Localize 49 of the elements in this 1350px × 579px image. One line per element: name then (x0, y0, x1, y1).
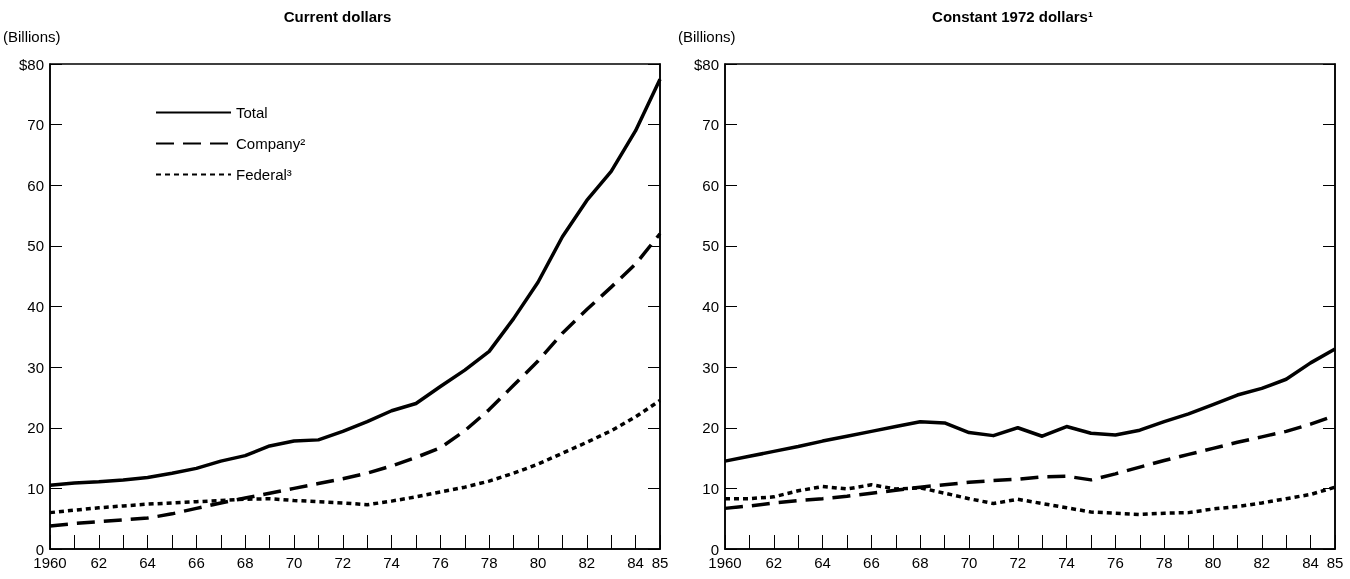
x-tick-label: 85 (651, 554, 669, 571)
x-tick-label: 78 (1155, 554, 1173, 571)
x-tick-label: 62 (765, 554, 783, 571)
x-tick-label: 62 (90, 554, 108, 571)
chart-title: Current dollars (283, 8, 392, 25)
legend-label: Total (236, 104, 268, 121)
y-tick-label: 70 (702, 116, 719, 134)
y-tick-label: 70 (27, 116, 44, 134)
chart-title: Constant 1972 dollars¹ (932, 8, 1093, 25)
y-axis-title: (Billions) (678, 28, 736, 45)
x-tick-label: 64 (139, 554, 156, 571)
x-tick-label: 74 (1058, 554, 1075, 571)
y-tick-label: $80 (693, 55, 719, 73)
y-axis-title: (Billions) (3, 28, 61, 45)
x-tick-label: 74 (383, 554, 400, 571)
y-tick-label: 60 (27, 176, 44, 194)
x-tick-label: 76 (432, 554, 449, 571)
x-tick-label: 82 (1253, 554, 1271, 571)
x-tick-label: 68 (236, 554, 254, 571)
x-tick-label: 84 (1302, 554, 1319, 571)
y-tick-label: 50 (702, 237, 719, 255)
x-tick-label: 78 (480, 554, 498, 571)
y-tick-label: 30 (27, 358, 44, 376)
legend-label: Company² (236, 135, 306, 152)
legend-label: Federal³ (236, 166, 292, 183)
y-tick-label: $80 (18, 55, 44, 73)
x-tick-label: 82 (578, 554, 596, 571)
y-tick-label: 40 (27, 298, 44, 315)
x-tick-label: 72 (334, 554, 352, 571)
y-tick-label: 20 (27, 419, 44, 437)
y-tick-label: 50 (27, 237, 44, 255)
y-tick-label: 10 (27, 479, 44, 497)
x-tick-label: 64 (814, 554, 831, 571)
x-tick-label: 80 (529, 554, 547, 571)
x-tick-label: 66 (188, 554, 205, 571)
y-tick-label: 20 (702, 419, 719, 437)
x-tick-label: 68 (911, 554, 929, 571)
x-tick-label: 84 (627, 554, 644, 571)
x-tick-label: 80 (1204, 554, 1222, 571)
x-tick-label: 66 (863, 554, 880, 571)
y-tick-label: 40 (702, 298, 719, 315)
y-tick-label: 10 (702, 479, 719, 497)
x-tick-label: 70 (960, 554, 978, 571)
x-tick-label: 72 (1009, 554, 1027, 571)
x-tick-label: 70 (285, 554, 303, 571)
y-tick-label: 60 (702, 176, 719, 194)
y-tick-label: 30 (702, 358, 719, 376)
x-tick-label: 76 (1107, 554, 1124, 571)
x-tick-label: 85 (1326, 554, 1344, 571)
